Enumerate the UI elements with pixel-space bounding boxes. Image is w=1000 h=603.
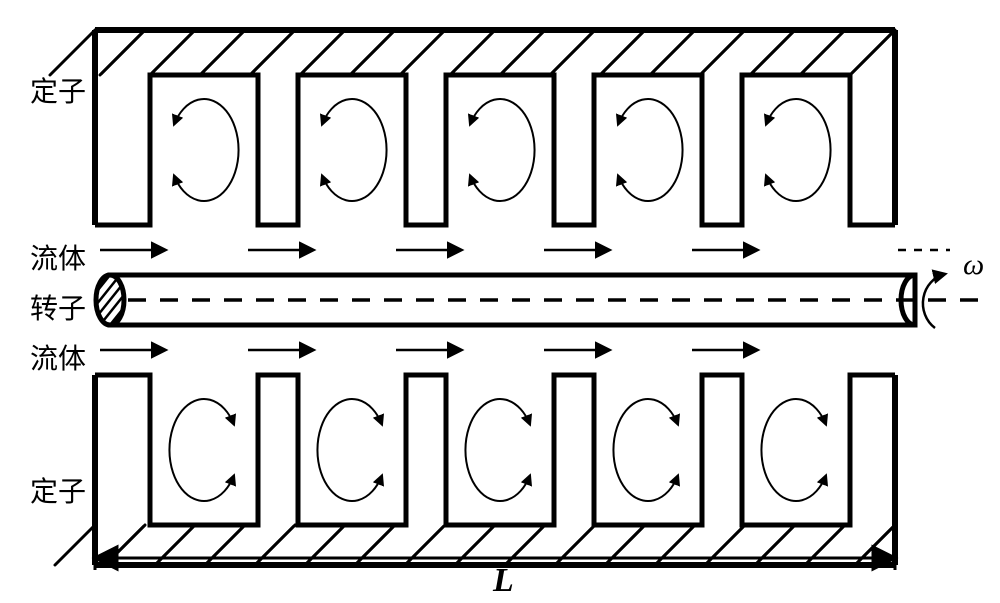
- label-omega: ω: [963, 248, 984, 282]
- stator-top-profile: [95, 75, 895, 225]
- label-rotor: 转子: [30, 287, 86, 327]
- label-stator-bottom: 定子: [30, 470, 86, 510]
- labyrinth-seal-diagram: [0, 0, 1000, 603]
- recirculation-swirl: [766, 99, 830, 201]
- label-fluid-bottom: 流体: [30, 337, 86, 377]
- label-length: L: [493, 562, 514, 600]
- recirculation-swirl: [470, 99, 534, 201]
- recirculation-swirl: [174, 99, 238, 201]
- recirculation-swirl: [761, 399, 825, 501]
- label-fluid-top: 流体: [30, 237, 86, 277]
- recirculation-swirl: [317, 399, 381, 501]
- stator-bottom-profile: [95, 375, 895, 525]
- recirculation-swirl: [169, 399, 233, 501]
- recirculation-swirl: [322, 99, 386, 201]
- recirculation-swirl: [465, 399, 529, 501]
- hatch-region: [50, 30, 895, 75]
- recirculation-swirl: [618, 99, 682, 201]
- recirculation-swirl: [613, 399, 677, 501]
- label-stator-top: 定子: [30, 70, 86, 110]
